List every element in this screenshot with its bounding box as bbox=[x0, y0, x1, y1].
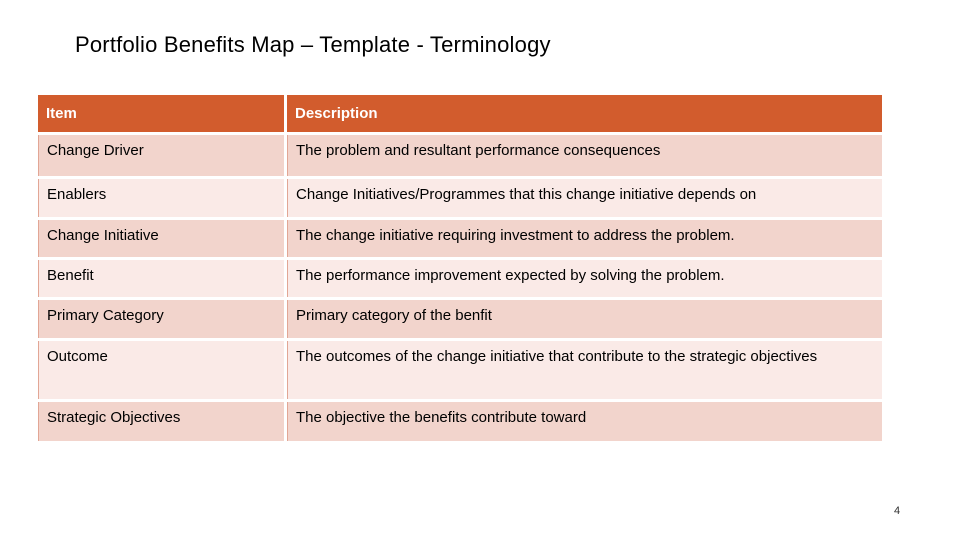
table-cell-item: Strategic Objectives bbox=[38, 402, 284, 441]
terminology-table: Item Description Change Driver The probl… bbox=[38, 95, 882, 441]
table-cell-description: The performance improvement expected by … bbox=[287, 260, 882, 297]
table-cell-item: Change Driver bbox=[38, 135, 284, 176]
table-cell-item: Outcome bbox=[38, 341, 284, 399]
table-cell-description: Primary category of the benfit bbox=[287, 300, 882, 338]
table-cell-item: Benefit bbox=[38, 260, 284, 297]
column-header-item: Item bbox=[38, 95, 284, 132]
table-cell-description: The problem and resultant performance co… bbox=[287, 135, 882, 176]
table-cell-item: Enablers bbox=[38, 179, 284, 217]
page-title: Portfolio Benefits Map – Template - Term… bbox=[75, 32, 551, 57]
table-cell-description: The outcomes of the change initiative th… bbox=[287, 341, 882, 399]
table-cell-description: The objective the benefits contribute to… bbox=[287, 402, 882, 441]
column-header-description: Description bbox=[287, 95, 882, 132]
table-cell-description: The change initiative requiring investme… bbox=[287, 220, 882, 257]
table-cell-item: Change Initiative bbox=[38, 220, 284, 257]
table-cell-item: Primary Category bbox=[38, 300, 284, 338]
table-cell-description: Change Initiatives/Programmes that this … bbox=[287, 179, 882, 217]
page-number: 4 bbox=[894, 505, 901, 517]
